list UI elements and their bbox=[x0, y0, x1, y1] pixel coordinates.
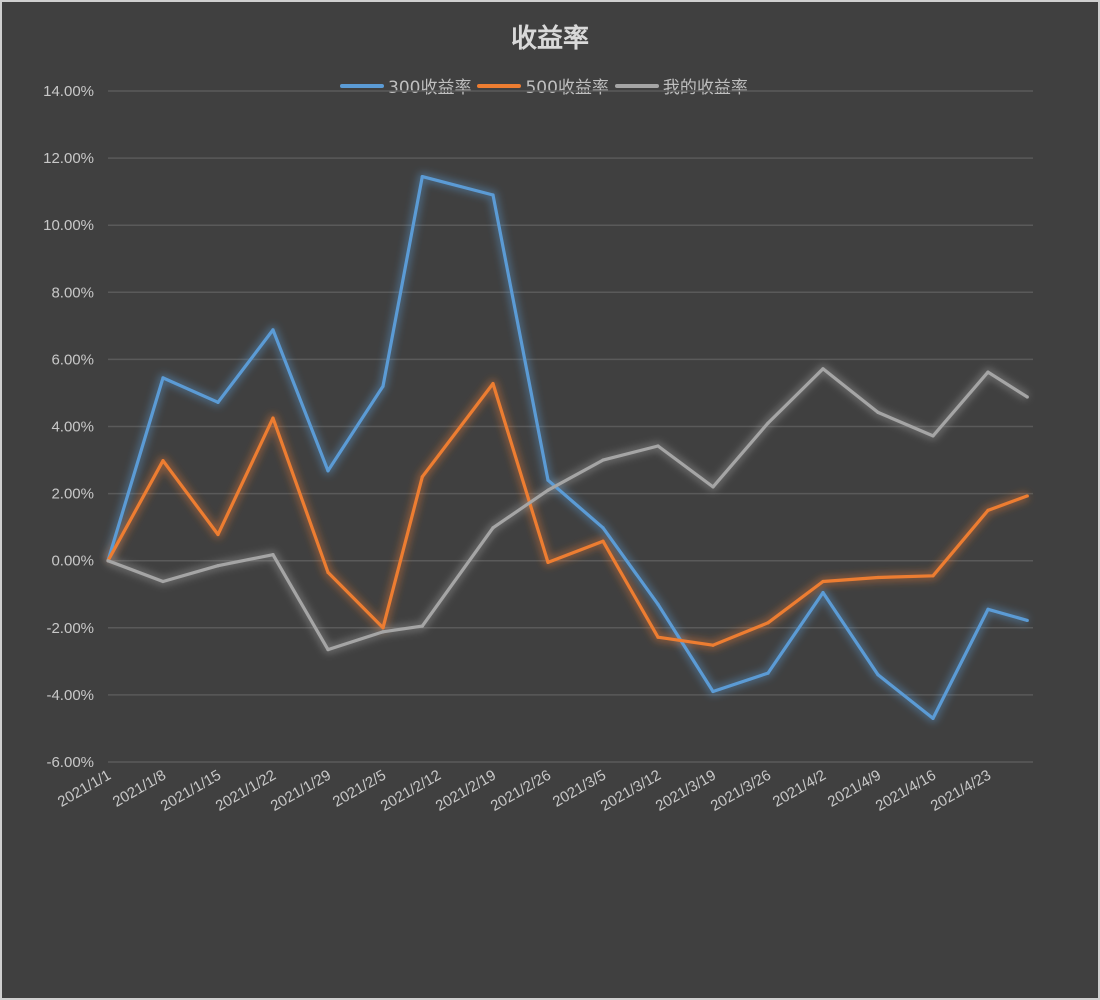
data-point bbox=[876, 575, 880, 580]
series-line-0 bbox=[106, 175, 1028, 721]
x-tick-label: 2021/2/26 bbox=[488, 767, 554, 815]
y-tick-label: 8.00% bbox=[51, 284, 94, 301]
data-point bbox=[271, 328, 275, 332]
data-point bbox=[766, 621, 770, 625]
x-tick-label: 2021/4/2 bbox=[770, 767, 829, 811]
data-point bbox=[601, 458, 605, 462]
data-point bbox=[711, 485, 715, 489]
data-point bbox=[876, 410, 880, 415]
data-point bbox=[161, 579, 165, 584]
data-point bbox=[986, 607, 990, 611]
y-tick-label: 14.00% bbox=[43, 83, 94, 100]
data-point bbox=[381, 384, 385, 388]
data-point bbox=[420, 624, 424, 628]
series-glow-0 bbox=[104, 172, 1029, 723]
y-tick-label: -4.00% bbox=[46, 687, 94, 704]
series-line-1 bbox=[106, 382, 1028, 647]
legend-label: 我的收益率 bbox=[662, 78, 748, 98]
data-point bbox=[821, 367, 825, 371]
data-point bbox=[601, 539, 605, 543]
data-point bbox=[326, 469, 330, 473]
data-point bbox=[216, 532, 220, 537]
y-tick-label: 6.00% bbox=[51, 351, 94, 368]
data-point bbox=[656, 602, 660, 606]
x-tick-label: 2021/3/19 bbox=[653, 767, 719, 815]
data-point bbox=[271, 416, 275, 420]
x-tick-label: 2021/3/12 bbox=[598, 767, 664, 815]
series-glow-2 bbox=[106, 364, 1030, 654]
legend-label: 300收益率 bbox=[388, 78, 472, 98]
y-tick-label: 4.00% bbox=[51, 419, 94, 436]
data-point bbox=[491, 381, 495, 386]
legend-swatch bbox=[614, 83, 659, 88]
data-point bbox=[821, 590, 825, 595]
data-point bbox=[876, 673, 880, 677]
data-point bbox=[216, 564, 220, 568]
y-tick-label: -6.00% bbox=[46, 754, 94, 771]
data-point bbox=[546, 560, 550, 564]
data-point bbox=[491, 193, 495, 197]
x-tick-label: 2021/1/29 bbox=[268, 767, 334, 815]
data-point bbox=[1025, 494, 1029, 498]
y-tick-label: 10.00% bbox=[43, 217, 94, 234]
data-point bbox=[931, 434, 935, 438]
series-line-2 bbox=[107, 367, 1029, 652]
data-point bbox=[420, 174, 424, 179]
y-tick-label: 0.00% bbox=[51, 553, 94, 570]
data-point bbox=[656, 635, 660, 639]
legend-item-300: 300收益率 bbox=[340, 73, 471, 98]
x-tick-label: 2021/1/15 bbox=[158, 767, 224, 815]
y-tick-label: -2.00% bbox=[46, 620, 94, 637]
data-point bbox=[821, 579, 825, 584]
chart-title: 收益率 bbox=[510, 24, 589, 54]
data-point bbox=[656, 444, 660, 448]
series-glow-1 bbox=[104, 379, 1029, 650]
data-point bbox=[711, 689, 715, 694]
data-point bbox=[161, 376, 165, 380]
y-tick-label: 12.00% bbox=[43, 150, 94, 167]
x-tick-label: 2021/4/16 bbox=[873, 767, 939, 815]
data-point bbox=[711, 643, 715, 647]
x-tick-label: 2021/2/12 bbox=[378, 767, 444, 815]
legend-label: 500收益率 bbox=[525, 78, 609, 98]
data-point bbox=[1025, 395, 1029, 399]
legend-swatch bbox=[340, 83, 384, 88]
data-point bbox=[161, 459, 165, 463]
data-point bbox=[766, 421, 770, 425]
legend-swatch bbox=[477, 83, 522, 88]
data-point bbox=[381, 626, 385, 630]
data-point bbox=[1025, 618, 1029, 623]
data-point bbox=[420, 475, 424, 479]
data-point bbox=[986, 370, 990, 374]
x-tick-label: 2021/2/19 bbox=[433, 767, 499, 815]
data-point bbox=[766, 671, 770, 675]
data-point bbox=[271, 553, 275, 557]
legend-item-500: 500收益率 bbox=[477, 73, 609, 98]
data-point bbox=[601, 526, 605, 530]
data-point bbox=[106, 559, 110, 563]
x-tick-label: 2021/3/26 bbox=[708, 767, 774, 815]
data-point bbox=[381, 630, 385, 634]
data-point bbox=[326, 570, 330, 575]
data-point bbox=[491, 526, 495, 530]
data-point bbox=[546, 478, 550, 482]
x-tick-label: 2021/1/22 bbox=[213, 767, 279, 815]
data-point bbox=[546, 488, 550, 492]
data-point bbox=[931, 574, 935, 578]
data-point bbox=[986, 508, 990, 512]
legend: 300收益率 500收益率 我的收益率 bbox=[340, 73, 754, 98]
data-point bbox=[931, 716, 935, 720]
data-point bbox=[216, 400, 220, 404]
legend-item-mine: 我的收益率 bbox=[614, 73, 748, 98]
x-tick-label: 2021/4/23 bbox=[928, 767, 994, 815]
x-tick-label: 2021/1/1 bbox=[55, 767, 114, 811]
y-tick-label: 2.00% bbox=[51, 486, 94, 503]
data-point bbox=[326, 648, 330, 652]
